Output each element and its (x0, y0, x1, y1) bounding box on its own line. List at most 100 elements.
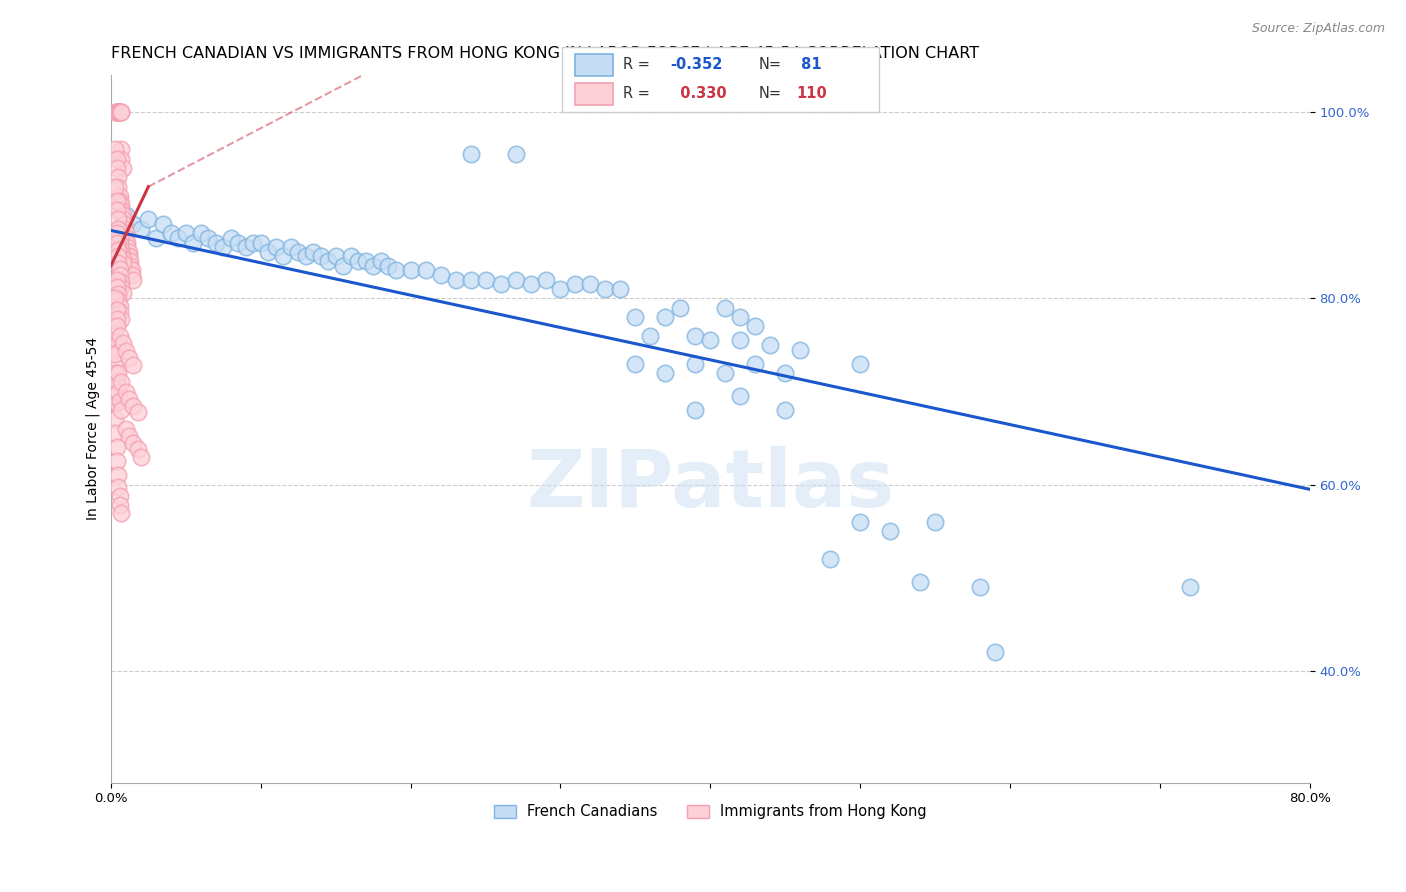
Point (105, 161, 128, 175)
Point (111, 285, 134, 300)
Point (984, 645, 1007, 659)
Point (107, 384, 129, 399)
Point (105, 235, 128, 250)
Point (122, 399, 145, 413)
Point (104, 328, 127, 343)
Point (118, 244, 141, 259)
Point (212, 240, 235, 254)
Point (108, 489, 131, 503)
Point (107, 345, 129, 359)
Point (1178, 580, 1201, 594)
Point (108, 299, 131, 313)
Point (110, 280, 132, 294)
Point (789, 343, 811, 357)
Point (108, 261, 131, 276)
Point (264, 240, 287, 254)
Point (110, 275, 132, 289)
Point (415, 263, 437, 277)
Point (609, 282, 631, 296)
Point (121, 268, 143, 282)
Text: R =: R = (623, 87, 650, 102)
Text: N=: N= (759, 87, 782, 102)
Text: 81: 81 (796, 57, 823, 72)
Point (107, 286, 129, 301)
Point (969, 580, 991, 594)
Point (105, 395, 128, 409)
Point (108, 498, 131, 512)
Point (685, 328, 707, 343)
Point (111, 212, 134, 227)
Point (108, 268, 131, 282)
Point (640, 328, 662, 343)
Point (152, 217, 174, 231)
Point (122, 217, 145, 231)
Point (111, 256, 134, 270)
Point (108, 105, 131, 120)
Point (110, 152, 132, 166)
Point (287, 244, 309, 259)
Point (108, 237, 131, 252)
Point (316, 254, 339, 268)
Point (104, 357, 127, 371)
Point (280, 240, 302, 254)
Point (110, 142, 132, 156)
Point (699, 334, 721, 348)
Point (110, 403, 132, 417)
Point (399, 263, 422, 277)
Point (112, 221, 135, 235)
Point (104, 292, 127, 306)
Point (111, 336, 134, 351)
Point (107, 170, 129, 185)
Point (104, 426, 127, 441)
Point (115, 384, 138, 399)
Point (685, 403, 707, 417)
Point (129, 221, 152, 235)
Point (505, 273, 527, 287)
Point (115, 422, 138, 436)
Point (122, 435, 145, 450)
Point (302, 244, 325, 259)
Point (654, 310, 676, 324)
Point (550, 282, 572, 296)
Point (121, 263, 143, 277)
Point (104, 366, 127, 380)
Point (105, 454, 128, 468)
Point (105, 273, 128, 287)
Point (377, 259, 399, 273)
Point (775, 403, 797, 417)
Point (108, 231, 131, 245)
Point (120, 259, 142, 273)
Text: -0.352: -0.352 (669, 57, 723, 72)
Point (339, 250, 361, 264)
Y-axis label: In Labor Force | Age 45-54: In Labor Force | Age 45-54 (86, 337, 100, 520)
Point (714, 366, 737, 380)
Point (127, 442, 149, 457)
Point (744, 319, 766, 334)
Point (118, 250, 141, 264)
Point (226, 235, 249, 250)
Point (118, 392, 141, 406)
Point (235, 240, 257, 254)
Point (107, 243, 129, 257)
Text: N=: N= (759, 57, 782, 72)
Point (107, 250, 129, 264)
Point (105, 319, 128, 334)
Point (744, 357, 766, 371)
Point (110, 198, 132, 212)
Point (107, 221, 129, 235)
Point (167, 231, 190, 245)
Point (104, 142, 127, 156)
Point (714, 301, 737, 315)
Point (257, 244, 280, 259)
Point (879, 524, 901, 539)
Text: ZIPatlas: ZIPatlas (526, 446, 894, 524)
Point (105, 226, 128, 240)
Point (107, 293, 129, 308)
Point (654, 366, 676, 380)
Point (111, 161, 134, 175)
Text: Source: ZipAtlas.com: Source: ZipAtlas.com (1251, 22, 1385, 36)
Point (730, 334, 752, 348)
Point (105, 376, 128, 390)
Bar (575, 83, 613, 105)
Point (105, 302, 128, 317)
